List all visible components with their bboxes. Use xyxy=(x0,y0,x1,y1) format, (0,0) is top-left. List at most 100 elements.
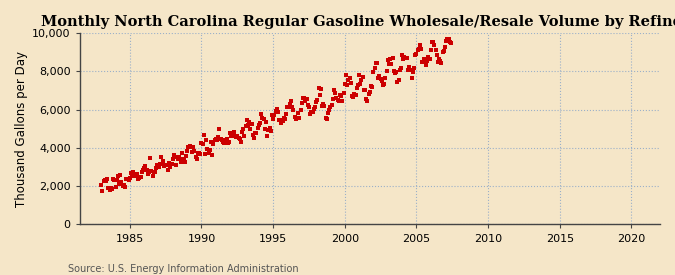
Point xyxy=(248,136,259,140)
Point xyxy=(215,137,226,141)
Point xyxy=(437,50,448,54)
Point xyxy=(99,177,110,182)
Point xyxy=(402,56,412,60)
Point xyxy=(144,170,155,174)
Point xyxy=(331,95,342,100)
Point xyxy=(387,55,398,60)
Point xyxy=(108,176,119,181)
Point xyxy=(223,140,234,145)
Point xyxy=(335,94,346,98)
Point xyxy=(242,123,253,127)
Point xyxy=(320,116,331,120)
Point xyxy=(417,59,428,64)
Point xyxy=(138,167,148,172)
Point xyxy=(425,48,436,52)
Point xyxy=(374,74,385,78)
Point xyxy=(98,179,109,183)
Point xyxy=(183,145,194,150)
Point xyxy=(302,103,313,107)
Point xyxy=(147,173,158,178)
Point xyxy=(381,69,392,73)
Point xyxy=(300,99,310,103)
Point xyxy=(237,130,248,134)
Point xyxy=(119,185,130,189)
Point xyxy=(101,179,111,183)
Point xyxy=(267,113,277,117)
Point xyxy=(288,108,299,112)
Point xyxy=(184,144,195,148)
Point xyxy=(281,111,292,116)
Point xyxy=(230,134,240,138)
Point xyxy=(150,170,161,174)
Point xyxy=(201,138,212,142)
Point xyxy=(111,177,122,182)
Point xyxy=(213,135,223,139)
Point xyxy=(251,131,262,135)
Point xyxy=(397,53,408,57)
Point xyxy=(406,76,417,80)
Point xyxy=(310,100,321,104)
Point xyxy=(153,165,164,169)
Point xyxy=(200,152,211,156)
Point xyxy=(173,155,184,160)
Point xyxy=(335,93,346,98)
Point xyxy=(319,104,330,108)
Point xyxy=(171,163,182,167)
Point xyxy=(287,105,298,109)
Point xyxy=(170,155,181,160)
Point xyxy=(217,138,227,142)
Point xyxy=(196,141,207,145)
Point xyxy=(214,126,225,131)
Point xyxy=(109,177,119,182)
Point xyxy=(351,85,362,90)
Point xyxy=(393,78,404,82)
Title: Monthly North Carolina Regular Gasoline Wholesale/Resale Volume by Refiners: Monthly North Carolina Regular Gasoline … xyxy=(41,15,675,29)
Point xyxy=(392,79,403,84)
Point xyxy=(350,93,361,98)
Point xyxy=(312,98,323,102)
Point xyxy=(431,53,442,57)
Point xyxy=(202,147,213,151)
Point xyxy=(277,118,288,123)
Point xyxy=(391,70,402,74)
Point xyxy=(292,116,302,120)
Point xyxy=(110,185,121,189)
Point xyxy=(403,68,414,72)
Point xyxy=(155,155,166,159)
Point xyxy=(275,118,286,122)
Point xyxy=(356,78,367,82)
Point xyxy=(383,62,394,67)
Point xyxy=(352,82,363,87)
Point xyxy=(360,87,371,92)
Point xyxy=(293,111,304,116)
Point xyxy=(191,156,202,161)
Point xyxy=(140,164,151,168)
Point xyxy=(186,145,196,149)
Point xyxy=(159,164,170,168)
Point xyxy=(107,187,117,192)
Point xyxy=(164,161,175,165)
Point xyxy=(252,125,263,130)
Point xyxy=(304,105,315,109)
Point xyxy=(424,57,435,61)
Point xyxy=(128,170,139,174)
Point xyxy=(358,88,369,92)
Point xyxy=(182,149,192,153)
Point xyxy=(129,174,140,178)
Point xyxy=(135,174,146,179)
Point xyxy=(270,109,281,113)
Point xyxy=(398,56,408,61)
Point xyxy=(195,152,206,156)
Point xyxy=(259,127,270,131)
Point xyxy=(219,140,230,145)
Point xyxy=(279,117,290,121)
Point xyxy=(119,182,130,187)
Point xyxy=(375,77,386,81)
Point xyxy=(377,79,387,83)
Point xyxy=(102,177,113,182)
Point xyxy=(177,151,188,156)
Point xyxy=(282,105,293,109)
Point xyxy=(127,174,138,179)
Point xyxy=(414,42,425,47)
Point xyxy=(410,53,421,57)
